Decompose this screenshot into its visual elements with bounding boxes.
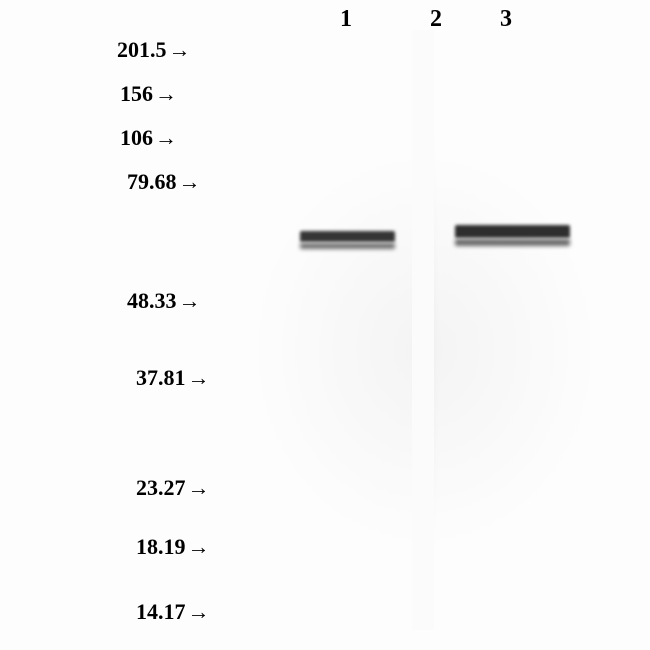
protein-band (300, 231, 395, 242)
mw-marker: 48.33→ (127, 288, 201, 314)
mw-marker: 79.68→ (127, 169, 201, 195)
mw-marker-value: 48.33 (127, 288, 177, 314)
arrow-right-icon: → (188, 534, 210, 560)
mw-marker: 23.27→ (136, 475, 210, 501)
lane-number: 3 (500, 6, 512, 33)
mw-marker: 106→ (120, 125, 177, 151)
arrow-right-icon: → (155, 81, 177, 107)
arrow-right-icon: → (188, 599, 210, 625)
mw-marker-value: 37.81 (136, 365, 186, 391)
mw-marker: 14.17→ (136, 599, 210, 625)
arrow-right-icon: → (179, 169, 201, 195)
lane-number: 1 (340, 6, 352, 33)
mw-marker-value: 106 (120, 125, 153, 151)
mw-marker-value: 14.17 (136, 599, 186, 625)
protein-band (455, 239, 570, 246)
mw-marker: 37.81→ (136, 365, 210, 391)
protein-band (455, 225, 570, 238)
arrow-right-icon: → (169, 37, 191, 63)
mw-marker-value: 18.19 (136, 534, 186, 560)
mw-marker: 18.19→ (136, 534, 210, 560)
lane-number: 2 (430, 6, 442, 33)
mw-marker-value: 23.27 (136, 475, 186, 501)
protein-band (300, 243, 395, 249)
mw-marker-value: 79.68 (127, 169, 177, 195)
mw-marker-value: 201.5 (117, 37, 167, 63)
lane-divider (412, 30, 434, 630)
mw-marker-value: 156 (120, 81, 153, 107)
arrow-right-icon: → (188, 475, 210, 501)
mw-marker: 201.5→ (117, 37, 191, 63)
mw-marker: 156→ (120, 81, 177, 107)
arrow-right-icon: → (155, 125, 177, 151)
arrow-right-icon: → (179, 288, 201, 314)
arrow-right-icon: → (188, 365, 210, 391)
